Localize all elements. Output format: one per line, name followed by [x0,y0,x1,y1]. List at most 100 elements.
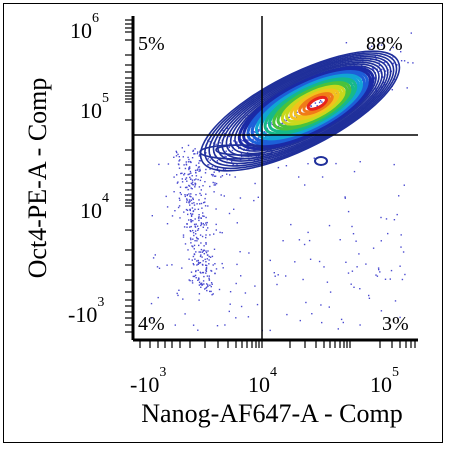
event-dot [174,324,176,326]
event-dot [184,178,187,180]
event-dot [240,139,242,141]
event-dot [239,251,241,253]
event-dot [319,100,322,102]
event-dot [323,266,325,268]
event-dot [213,248,216,250]
event-dot [192,184,194,186]
event-dot [171,215,174,217]
event-dot [359,324,361,326]
event-dot [195,233,197,235]
event-dot [321,101,323,103]
event-dot [190,230,192,233]
event-dot [175,150,177,153]
event-dot [223,195,225,197]
quadrant-lower-right-label: 3% [382,313,409,335]
event-dot [384,84,386,86]
event-dot [192,232,195,234]
event-dot [191,202,193,205]
y-tick-label-1e4: 104 [80,191,109,223]
event-dot [232,163,234,165]
event-dot [173,156,175,158]
event-dot [188,173,191,175]
event-dot [181,181,184,183]
event-dot [240,153,243,155]
event-dot [200,223,203,225]
event-dot [382,41,384,43]
event-dot [206,258,208,260]
event-dot [337,328,339,330]
event-dot [214,175,216,177]
event-dot [228,135,231,138]
event-dot [165,195,167,198]
event-dot [199,203,201,205]
y-tick-base: 10 [80,198,102,223]
event-dot [240,275,242,277]
event-dot [181,178,183,180]
event-dot [378,64,381,67]
event-dot [193,223,196,226]
event-dot [152,257,155,259]
event-dot [188,185,191,187]
density-contours [199,50,401,172]
y-axis-title: Oct4-PE-A - Comp [23,78,52,279]
y-tick-label-neg1e3: -103 [68,295,104,327]
event-dot [166,206,169,208]
event-dot [400,234,402,236]
event-dot [203,283,205,285]
event-dot [199,170,201,172]
event-dot [198,214,200,216]
x-tick-label-neg1e3: -103 [130,365,166,397]
event-dot [246,148,248,151]
event-dot [173,176,175,178]
event-dot [412,62,414,64]
event-dot [205,269,207,271]
event-dot [194,258,196,260]
event-dot [389,49,391,51]
event-dot [191,259,193,261]
event-dot [166,264,168,266]
event-dot [212,175,214,177]
density-contour [204,52,398,170]
event-dot [285,275,287,277]
event-dot [239,197,242,199]
event-dot [403,184,405,186]
event-dot [183,150,186,153]
event-dot [285,165,288,167]
event-dot [194,230,197,232]
event-dot [201,282,203,284]
event-dot [171,264,173,266]
event-dot [200,217,202,219]
event-dot [372,68,374,70]
event-dot [190,187,192,189]
event-dot [179,192,181,194]
event-dot [221,262,223,265]
event-dot [187,173,189,176]
event-dot [345,261,347,263]
event-dot [220,194,222,196]
event-dot [202,260,204,262]
event-dot [313,157,315,159]
event-dot [192,246,194,248]
event-dot [193,153,195,155]
event-dot [392,46,394,49]
event-dot [350,283,352,285]
event-dot [209,185,211,188]
event-dot [191,179,194,181]
event-dot [191,188,193,190]
event-dot [173,191,175,193]
event-dot [393,163,395,166]
event-dot [207,250,209,252]
event-dot [204,197,206,200]
event-dot [184,167,187,170]
event-dot [190,242,192,244]
event-dot [372,247,375,249]
event-dot [184,194,186,196]
event-dot [371,45,373,47]
y-tick-exp: 5 [102,91,109,106]
event-dot [196,264,198,266]
event-dot [222,168,225,170]
event-dot [197,178,199,181]
event-dot [383,61,385,64]
event-dot [353,286,355,288]
event-dot [194,153,196,155]
